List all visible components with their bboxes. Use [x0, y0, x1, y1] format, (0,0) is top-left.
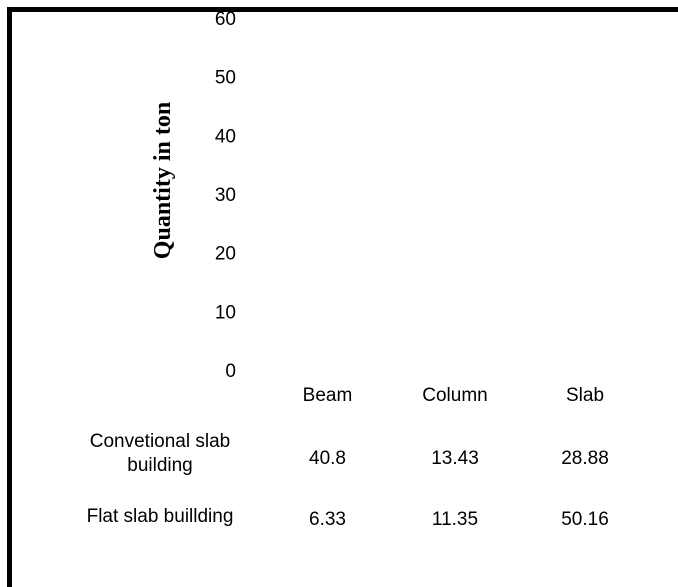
y-tick-label-30: 30	[215, 185, 236, 206]
category-label-beam: Beam	[302, 385, 353, 406]
table-cell-conventional-column: 13.43	[431, 448, 479, 469]
y-tick-label-0: 0	[225, 361, 236, 382]
table-cell-flat-beam: 6.33	[309, 509, 346, 530]
y-axis-label-container: Quantity in ton	[134, 50, 194, 310]
y-tick-label-40: 40	[215, 126, 236, 147]
category-label-slab: Slab	[565, 385, 605, 406]
table-cell-flat-slab: 50.16	[561, 509, 609, 530]
chart-plot-area: 0 10 20 30 40 50 60	[215, 9, 236, 382]
table-cell-conventional-beam: 40.8	[309, 448, 346, 469]
y-tick-label-60: 60	[215, 9, 236, 30]
chart-frame	[7, 7, 678, 587]
table-row-label-flat: Flat slab buillding	[86, 506, 234, 527]
y-tick-label-50: 50	[215, 68, 236, 89]
table-cell-conventional-slab: 28.88	[561, 448, 609, 469]
y-tick-label-10: 10	[215, 302, 236, 323]
table-row-label-conventional: Convetional slab building	[89, 431, 231, 476]
table-cell-flat-column: 11.35	[431, 509, 479, 530]
y-tick-label-20: 20	[215, 244, 236, 265]
category-label-column: Column	[422, 385, 488, 406]
y-axis-label: Quantity in ton	[150, 101, 177, 259]
